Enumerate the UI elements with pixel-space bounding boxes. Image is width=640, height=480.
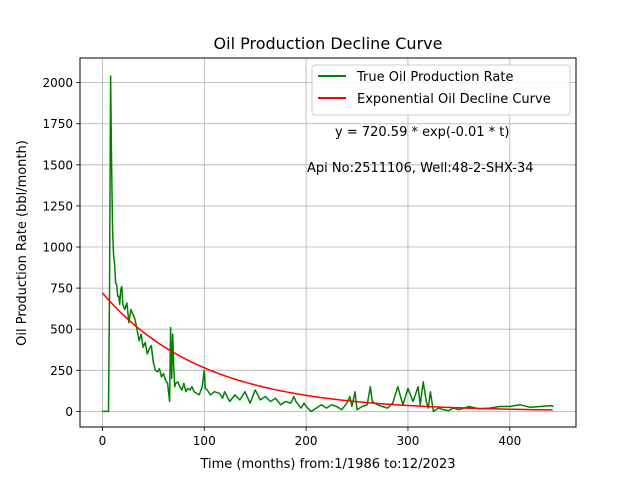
series-exponential-decline-line: [101, 292, 553, 411]
x-axis-label: Time (months) from:1/1986 to:12/2023: [199, 457, 455, 472]
y-tick-label: 500: [50, 323, 73, 337]
legend: True Oil Production Rate Exponential Oil…: [311, 64, 571, 116]
y-axis-label: Oil Production Rate (bbl/month): [15, 140, 30, 346]
x-tick-label: 400: [498, 434, 521, 448]
x-tick-label: 100: [193, 434, 216, 448]
y-tick-label: 1500: [42, 158, 73, 172]
y-tick-label: 2000: [42, 76, 73, 90]
chart-title: Oil Production Decline Curve: [214, 34, 443, 53]
x-tick-label: 0: [99, 434, 107, 448]
y-tick-label: 1250: [42, 199, 73, 213]
series-true-production-line: [102, 75, 554, 413]
legend-label-series-0: True Oil Production Rate: [356, 70, 513, 85]
y-tick-label: 1000: [42, 241, 73, 255]
y-axis: 0 250 500 750 1000 1250 1500 1750 2000: [42, 76, 80, 419]
legend-box: [311, 64, 571, 116]
y-tick-label: 750: [50, 282, 73, 296]
legend-label-series-1: Exponential Oil Decline Curve: [357, 92, 551, 107]
x-tick-label: 200: [295, 434, 318, 448]
axes-frame: [79, 57, 577, 428]
x-axis: 0 100 200 300 400: [99, 427, 521, 448]
y-tick-label: 0: [65, 405, 73, 419]
y-tick-label: 250: [50, 364, 73, 378]
well-annotation: Api No:2511106, Well:48-2-SHX-34: [307, 161, 534, 176]
equation-annotation: y = 720.59 * exp(-0.01 * t): [335, 125, 509, 140]
y-tick-label: 1750: [42, 117, 73, 131]
plot-area: [101, 75, 554, 413]
x-tick-label: 300: [396, 434, 419, 448]
